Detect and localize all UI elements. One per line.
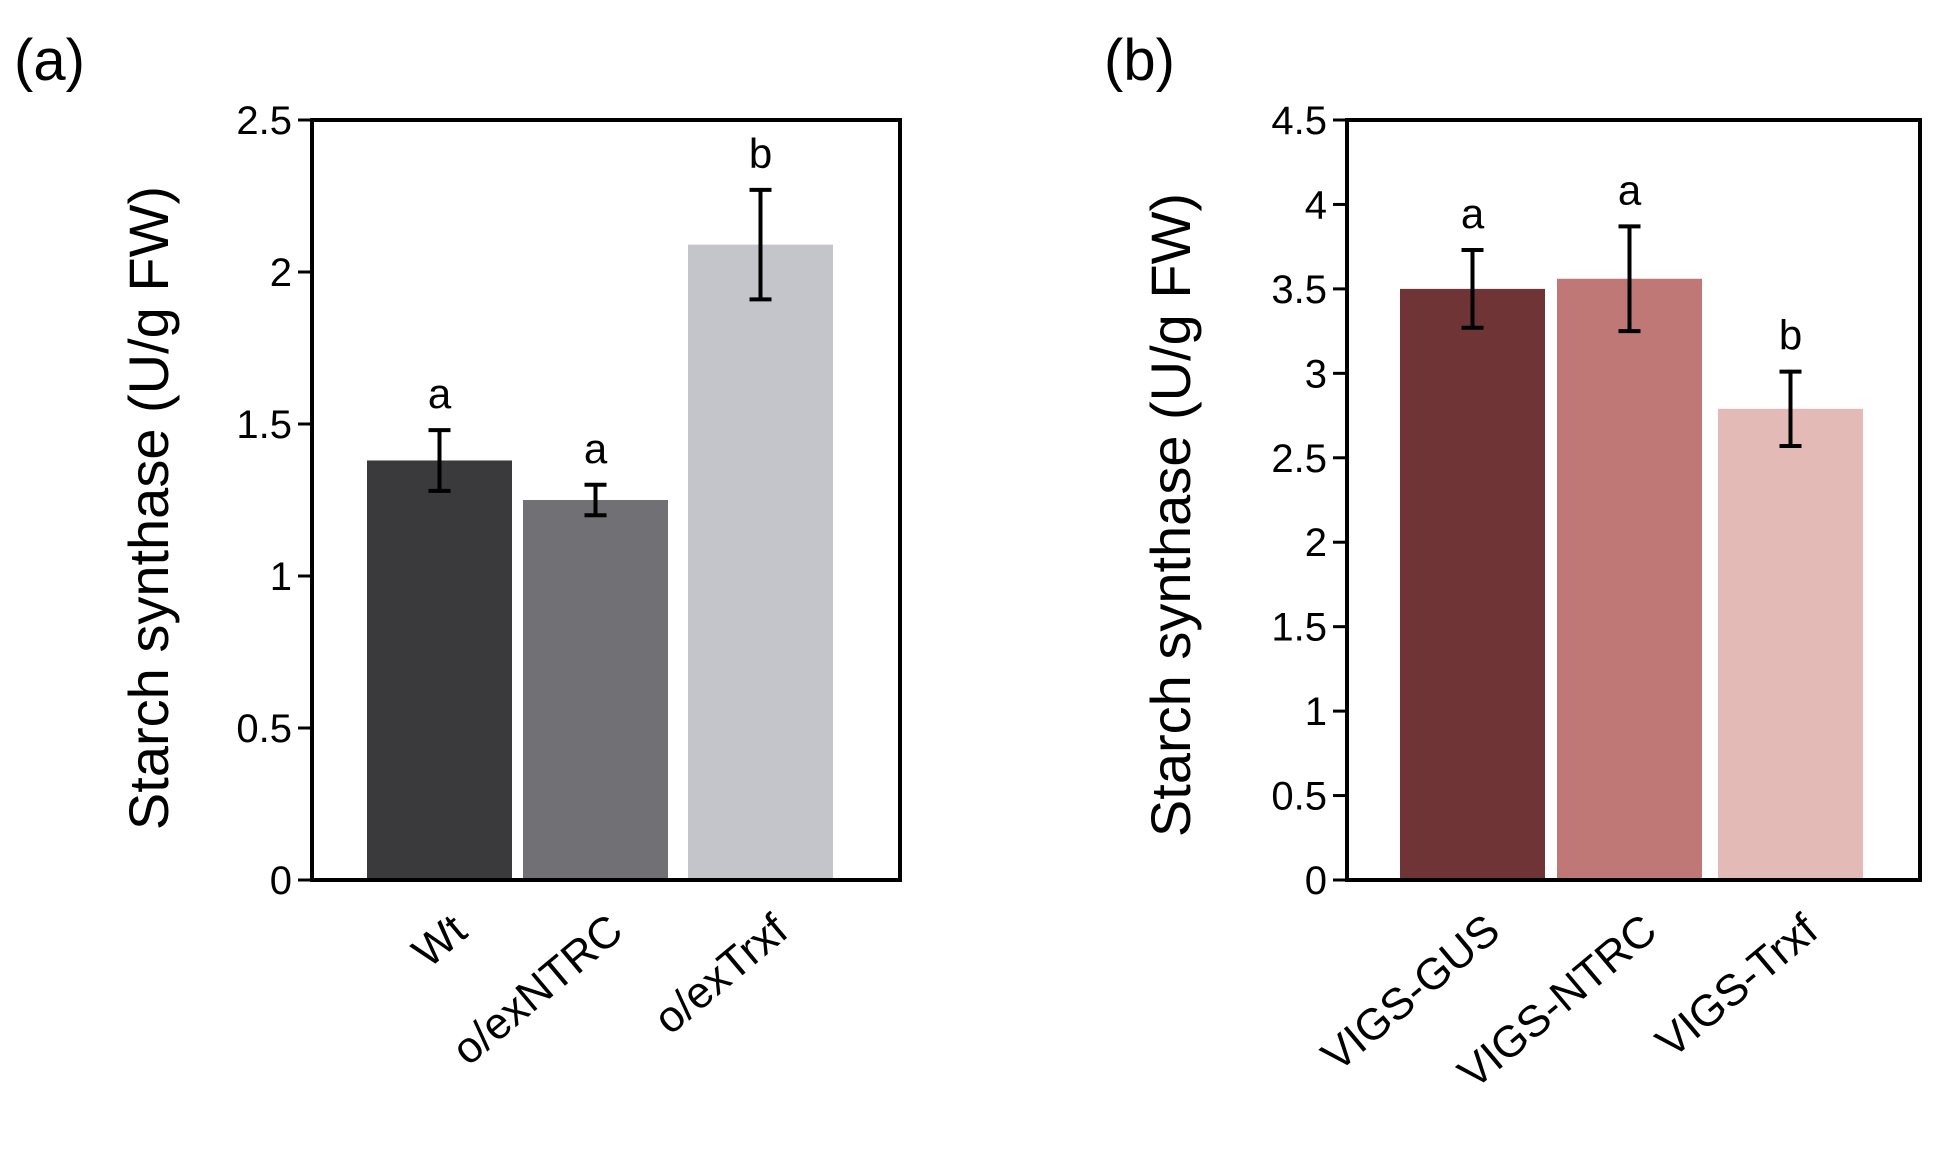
panel-a-y-ticks: 0 0.5 1 1.5 2 2.5 (236, 99, 312, 903)
y-tick-label: 1 (1305, 690, 1327, 734)
bar-o-exntrc (523, 500, 668, 880)
y-tick-label: 2.5 (1271, 437, 1327, 481)
significance-label: b (749, 130, 772, 177)
y-tick-label: 4.5 (1271, 99, 1327, 143)
significance-label: a (428, 370, 452, 417)
panel-a-label: (a) (14, 28, 85, 93)
panel-a-category-labels: Wto/exNTRC o/exTrxf (403, 905, 797, 1075)
bar-o-extrxf (688, 244, 833, 880)
bar-wt (367, 460, 512, 880)
category-label: o/exNTRC (443, 905, 632, 1075)
bar-vigs-ntrc (1557, 278, 1702, 880)
y-tick-label: 2 (1305, 521, 1327, 565)
y-tick-label: 1.5 (236, 403, 292, 447)
panel-a-plot-frame (310, 118, 902, 882)
y-tick-label: 3.5 (1271, 268, 1327, 312)
panel-a-bars (367, 244, 833, 880)
panel-a: (a) Starch synthase (U/g FW) 0 0.5 1 1.5 2 2.… (14, 28, 902, 1075)
panel-b-bars (1400, 278, 1863, 880)
y-tick-label: 1 (270, 555, 292, 599)
significance-label: a (584, 425, 608, 472)
category-label: VIGS-Trxf (1647, 905, 1828, 1068)
y-tick-label: 4 (1305, 183, 1327, 227)
y-tick-label: 3 (1305, 352, 1327, 396)
significance-label: b (1779, 312, 1802, 359)
panel-b-significance-labels: a a b (1461, 166, 1802, 358)
panel-a-error-bars (428, 187, 772, 518)
significance-label: a (1461, 190, 1485, 237)
panel-b-label: (b) (1104, 28, 1175, 93)
panel-b: (b) Starch synthase (U/g FW) 0 0.5 1 1.5 2 2.… (1104, 28, 1922, 1099)
panel-b-error-bars (1461, 224, 1802, 448)
y-tick-label: 1.5 (1271, 606, 1327, 650)
category-label: Wt (403, 905, 476, 977)
y-tick-label: 2.5 (236, 99, 292, 143)
panel-a-y-axis-title: Starch synthase (U/g FW) (117, 186, 180, 830)
panel-b-plot-frame (1345, 118, 1922, 882)
category-label: o/exTrxf (645, 905, 798, 1044)
panel-b-y-ticks: 0 0.5 1 1.5 2 2.5 3 3.5 4 4.5 (1271, 99, 1347, 903)
bar-vigs-trxf (1718, 408, 1863, 880)
y-tick-label: 0 (1305, 859, 1327, 903)
y-tick-label: 0.5 (236, 707, 292, 751)
panel-b-y-axis-title: Starch synthase (U/g FW) (1139, 193, 1202, 837)
bar-vigs-gus (1400, 288, 1545, 880)
y-tick-label: 0.5 (1271, 775, 1327, 819)
significance-label: a (1618, 166, 1642, 213)
y-tick-label: 2 (270, 251, 292, 295)
y-tick-label: 0 (270, 859, 292, 903)
panel-a-significance-labels: a a b (428, 130, 772, 472)
